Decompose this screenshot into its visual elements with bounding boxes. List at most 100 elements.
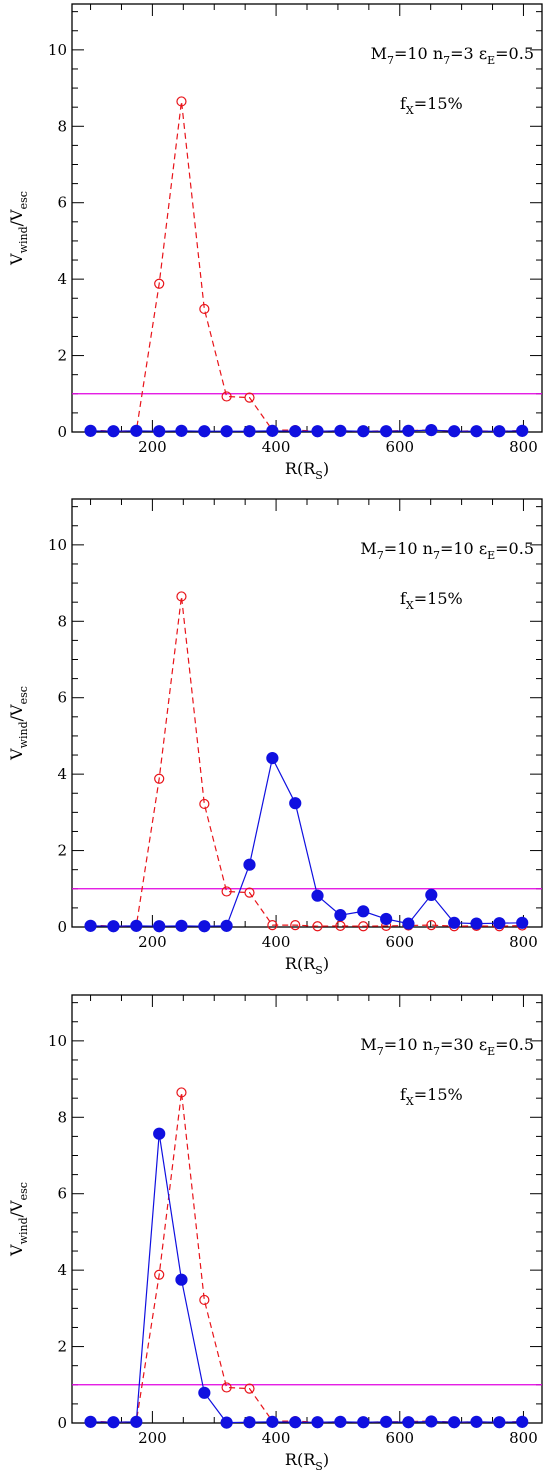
x-tick-label: 600 [385,438,414,456]
data-point [176,591,187,602]
data-point [470,1415,483,1428]
data-point [175,1273,188,1286]
fx-annotation: fX=15% [400,589,463,612]
data-point [448,1416,461,1429]
data-point [154,278,165,289]
y-tick-label: 2 [57,347,67,365]
y-tick-label: 0 [57,918,67,936]
fx-annotation: fX=15% [400,94,463,117]
y-tick-label: 10 [48,41,67,59]
x-axis-label-subscript: S [315,469,323,482]
x-tick-label: 800 [509,1429,538,1447]
data-point [107,425,120,438]
x-tick-label: 600 [385,1429,414,1447]
x-tick-label: 400 [262,438,291,456]
data-point [516,916,529,929]
y-tick-label: 6 [57,194,67,212]
data-point [176,96,187,107]
parameter-annotation: M7=10 n7=3 εE=0.5 [371,44,534,67]
x-tick-label: 600 [385,933,414,951]
data-point [267,919,278,931]
y-axis-label: Vwind/Vesc [7,1182,30,1257]
series-line-1 [90,596,523,927]
data-point [84,1415,97,1428]
x-tick-label: 800 [509,933,538,951]
y-tick-label: 2 [57,842,67,860]
data-point [334,424,347,437]
y-tick-label: 4 [57,765,67,783]
data-point [311,1416,324,1429]
x-axis-label: R(RS) [285,954,329,977]
data-point [243,425,256,438]
y-axis-label-subscript: wind [17,721,30,748]
y-axis-label: Vwind/Vesc [7,686,30,761]
data-point [243,1416,256,1429]
chart-panel-2: 200 400 600 800 0 2 4 6 8 10 R(RS) Vwind/Vesc M7=10 … [7,498,543,977]
data-point [426,919,437,931]
x-tick-label: 400 [262,1429,291,1447]
data-point [244,392,255,403]
series-line-2 [90,756,523,927]
data-point [470,425,483,438]
x-axis-label-subscript: S [315,964,323,977]
data-point [448,916,461,929]
data-point [334,1415,347,1428]
data-point [220,425,233,438]
y-tick-label: 8 [57,612,67,630]
data-point [425,1415,438,1428]
y-axis-label-subscript: esc [17,686,30,704]
series-line-1 [90,1092,523,1423]
y-tick-label: 6 [57,689,67,707]
x-tick-label: 400 [262,933,291,951]
data-point [289,797,302,810]
data-point [199,1294,210,1306]
data-point [221,391,232,402]
data-point [84,919,97,932]
y-axis-label-subscript: wind [17,1217,30,1244]
data-point [154,773,165,784]
data-point [448,425,461,438]
data-point [243,858,256,871]
y-tick-label: 10 [48,536,67,554]
data-point [198,425,211,438]
x-tick-label: 800 [509,438,538,456]
data-point [380,1415,393,1428]
data-point [290,919,301,931]
data-point [107,920,120,933]
data-point [176,1087,187,1098]
y-axis-label: Vwind/Vesc [7,191,30,266]
data-point [516,1415,529,1428]
x-axis-label: R(RS) [285,459,329,482]
data-point [311,889,324,902]
data-point [153,1127,166,1140]
y-axis-label-subscript: esc [17,1182,30,1200]
data-point [153,920,166,933]
fx-annotation: fX=15% [400,1085,463,1108]
y-tick-label: 0 [57,423,67,441]
data-point [357,1416,370,1429]
data-point [493,1416,506,1429]
data-point [289,425,302,438]
data-point [335,920,346,931]
data-point [130,1415,143,1428]
y-tick-label: 8 [57,1108,67,1126]
data-point [493,425,506,438]
data-point [199,798,210,810]
parameter-annotation: M7=10 n7=10 εE=0.5 [360,539,534,562]
data-point [175,919,188,932]
data-point [311,425,324,438]
y-axis-label-subscript: esc [17,191,30,209]
parameter-annotation: M7=10 n7=30 εE=0.5 [360,1035,534,1058]
y-tick-label: 8 [57,117,67,135]
plot-frame [71,3,543,433]
data-point [153,425,166,438]
y-axis-label-subscript: wind [17,226,30,253]
x-tick-label: 200 [138,438,167,456]
data-point [130,919,143,932]
y-tick-label: 2 [57,1338,67,1356]
data-point [312,921,323,932]
data-point [425,888,438,902]
data-point [198,920,211,933]
data-point [357,425,370,438]
